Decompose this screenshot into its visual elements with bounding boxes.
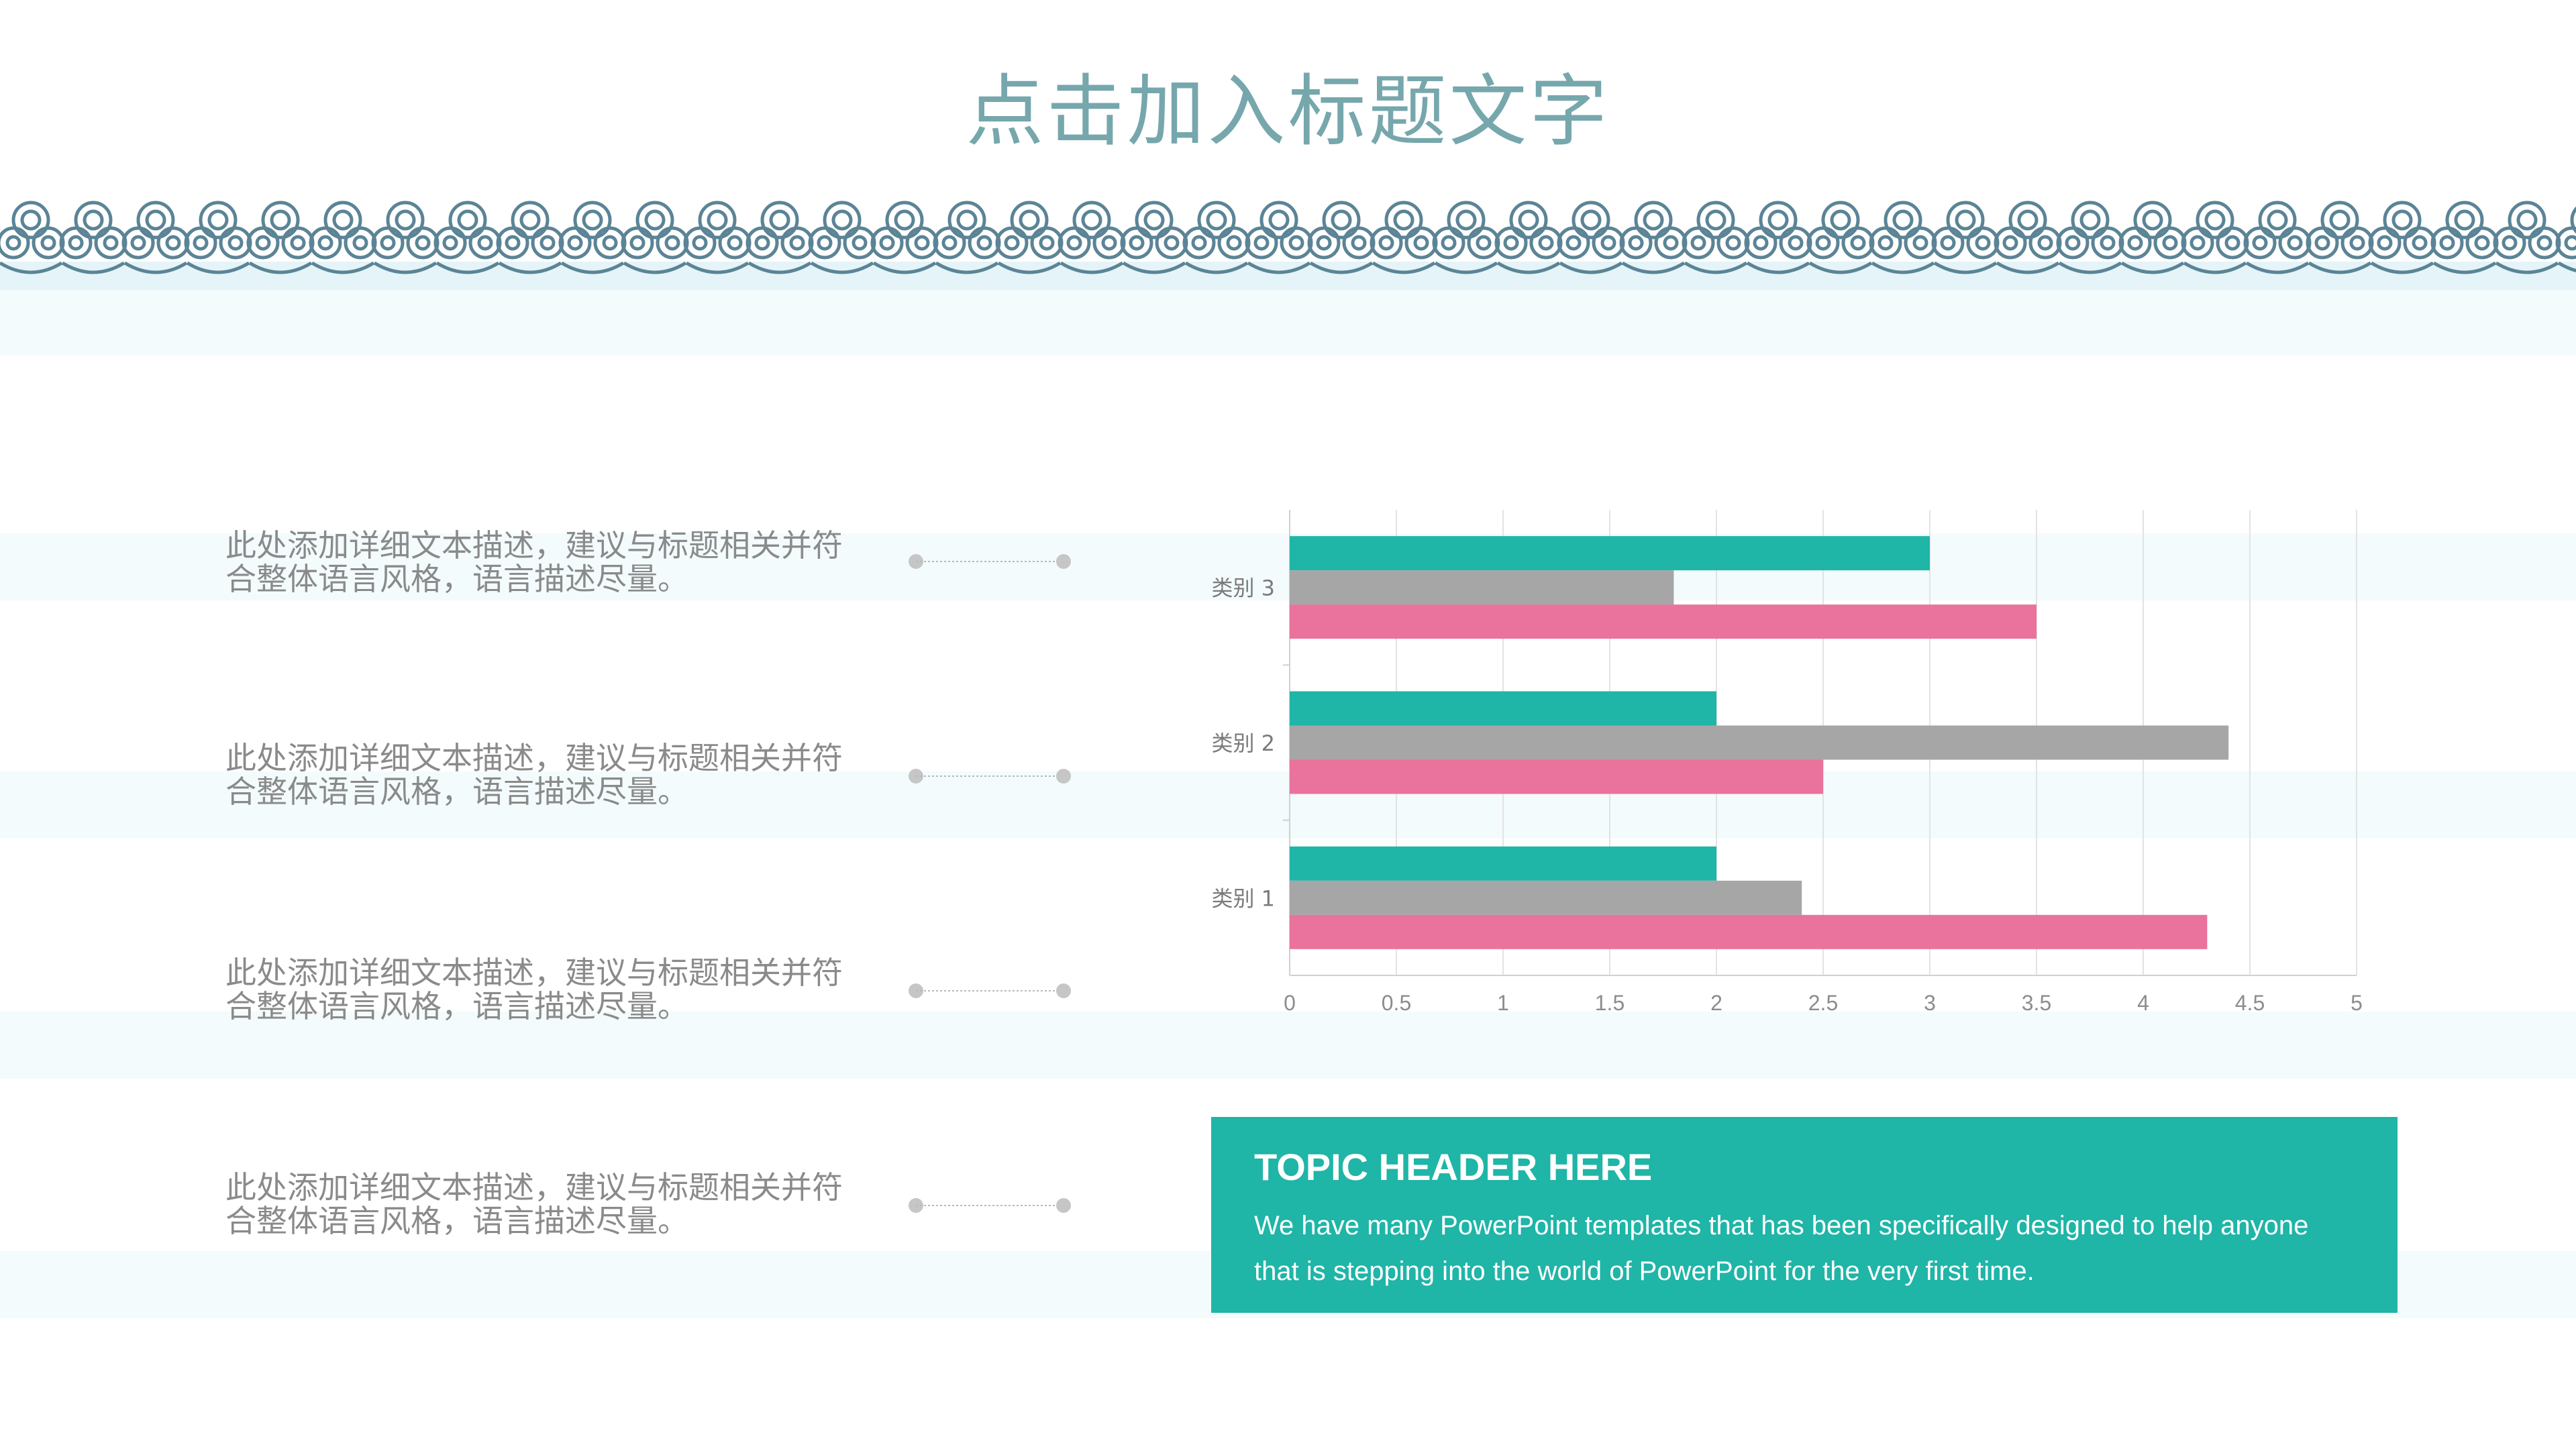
topic-body: We have many PowerPoint templates that h… <box>1254 1211 2309 1286</box>
cloud-scroll-icon <box>1432 201 1500 274</box>
bar <box>1290 914 2208 949</box>
cloud-scroll-icon <box>1869 201 1937 274</box>
x-tick-label: 2.5 <box>1808 991 1838 1015</box>
cloud-pattern-border <box>0 201 2576 290</box>
cloud-scroll-icon <box>933 201 1001 274</box>
topic-header: TOPIC HEADER HERE <box>1254 1146 1653 1188</box>
x-tick-label: 5 <box>2351 991 2363 1015</box>
background-stripe <box>0 771 2576 839</box>
x-tick-label: 0.5 <box>1382 991 1411 1015</box>
cloud-scroll-icon <box>309 201 377 274</box>
background-stripe <box>0 533 2576 600</box>
cloud-scroll-icon <box>2118 201 2187 274</box>
cloud-scroll-icon <box>0 201 65 274</box>
cloud-scroll-icon <box>2368 201 2436 274</box>
cloud-scroll-icon <box>2243 201 2312 274</box>
bar <box>1290 536 1930 571</box>
x-tick-label: 1.5 <box>1595 991 1625 1015</box>
bar <box>1290 880 1802 915</box>
category-label: 类别 1 <box>1211 885 1275 911</box>
cloud-scroll-icon <box>2056 201 2124 274</box>
description-text-2: 此处添加详细文本描述，建议与标题相关并符合整体语言风格，语言描述尽量。 <box>225 740 843 810</box>
cloud-scroll-icon <box>496 201 564 274</box>
cloud-scroll-icon <box>1058 201 1126 274</box>
bar <box>1290 570 1674 605</box>
cloud-scroll-icon <box>1931 201 2000 274</box>
bar <box>1290 846 1716 881</box>
cloud-scroll-icon <box>1245 201 1313 274</box>
cloud-scroll-icon <box>558 201 627 274</box>
description-text-3: 此处添加详细文本描述，建议与标题相关并符合整体语言风格，语言描述尽量。 <box>225 955 843 1024</box>
connector-line-3 <box>909 983 1071 998</box>
cloud-scroll-icon <box>1806 201 1875 274</box>
page-title: 点击加入标题文字 <box>966 66 1610 157</box>
cloud-scroll-icon <box>121 201 190 274</box>
x-tick-label: 2 <box>1710 991 1722 1015</box>
description-text-1: 此处添加详细文本描述，建议与标题相关并符合整体语言风格，语言描述尽量。 <box>225 527 843 597</box>
bar <box>1290 725 2229 760</box>
x-tick-label: 0 <box>1284 991 1296 1015</box>
bar-chart: 0 0.5 1 1.5 2 2.5 3 3.5 4 4.5 5 类别 1 类别 2 类别 3 <box>1211 510 2363 1015</box>
cloud-scroll-icon <box>870 201 939 274</box>
cloud-scroll-icon <box>1619 201 1688 274</box>
cloud-scroll-icon <box>1120 201 1188 274</box>
background-stripe <box>0 288 2576 356</box>
cloud-scroll-icon <box>2493 201 2561 274</box>
cloud-scroll-icon <box>1307 201 1376 274</box>
cloud-scroll-icon <box>2181 201 2249 274</box>
x-tick-label: 3 <box>1924 991 1936 1015</box>
category-label: 类别 2 <box>1211 731 1275 756</box>
cloud-scroll-icon <box>1370 201 1438 274</box>
cloud-scroll-icon <box>621 201 689 274</box>
cloud-scroll-icon <box>433 201 502 274</box>
x-tick-label: 1 <box>1497 991 1509 1015</box>
bar <box>1290 691 1716 726</box>
cloud-scroll-icon <box>184 201 252 274</box>
cloud-scroll-icon <box>683 201 752 274</box>
cloud-scroll-icon <box>1494 201 1563 274</box>
topic-box: TOPIC HEADER HERE We have many PowerPoin… <box>1211 1117 2398 1313</box>
x-tick-label: 4.5 <box>2235 991 2265 1015</box>
cloud-scroll-icon <box>2430 201 2499 274</box>
cloud-scroll-icon <box>1182 201 1251 274</box>
bar <box>1290 604 2037 639</box>
cloud-scroll-icon <box>1682 201 1750 274</box>
cloud-scroll-icon <box>2306 201 2374 274</box>
connector-line-4 <box>909 1198 1071 1213</box>
cloud-scroll-icon <box>1994 201 2062 274</box>
cloud-scroll-icon <box>995 201 1064 274</box>
connector-line-1 <box>909 554 1071 569</box>
cloud-scroll-icon <box>246 201 315 274</box>
cloud-scroll-icon <box>59 201 127 274</box>
category-label: 类别 3 <box>1211 576 1275 601</box>
bar <box>1290 759 1823 794</box>
cloud-scroll-icon <box>808 201 876 274</box>
description-text-4: 此处添加详细文本描述，建议与标题相关并符合整体语言风格，语言描述尽量。 <box>225 1169 843 1239</box>
connector-line-2 <box>909 769 1071 784</box>
cloud-scroll-icon <box>745 201 814 274</box>
x-tick-label: 3.5 <box>2022 991 2051 1015</box>
x-tick-label: 4 <box>2137 991 2149 1015</box>
background-stripe <box>0 1012 2576 1079</box>
cloud-scroll-icon <box>371 201 440 274</box>
cloud-scroll-icon <box>1744 201 1812 274</box>
cloud-scroll-icon <box>2555 206 2576 272</box>
cloud-scroll-icon <box>1557 201 1625 274</box>
